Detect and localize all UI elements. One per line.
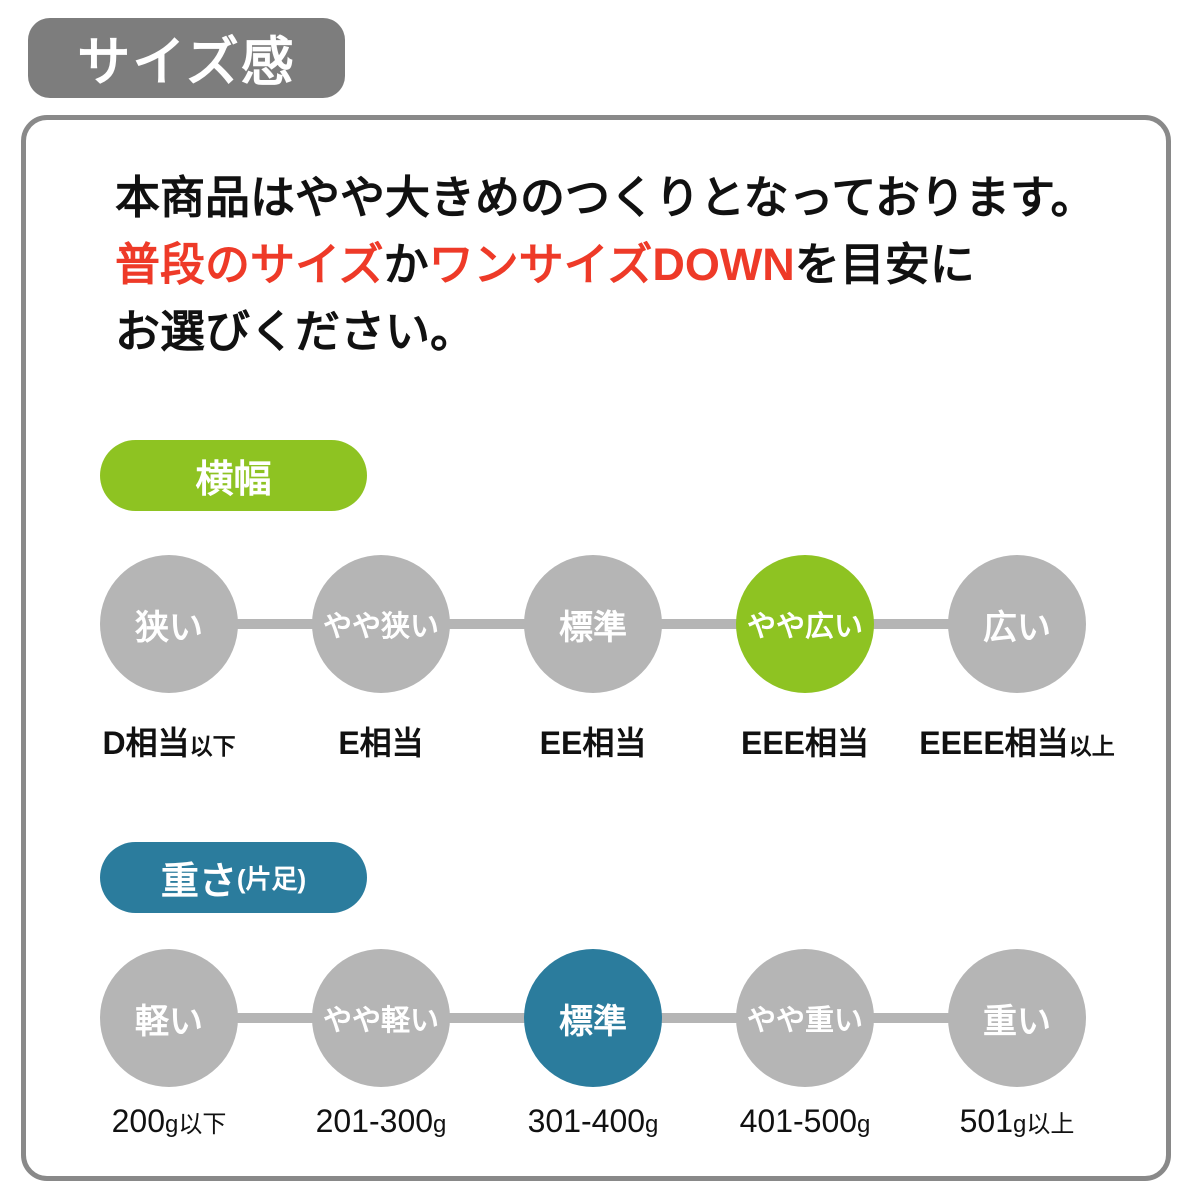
weight-scale-node-slightly-heavy: やや重い <box>736 949 874 1087</box>
size-guide-panel: 本商品はやや大きめのつくりとなっております。 普段のサイズかワンサイズDOWNを… <box>21 115 1171 1181</box>
width-value-label: EEEE相当以上 <box>919 725 1115 761</box>
weight-value-label: 200g以下 <box>111 1103 227 1139</box>
width-section-label: 横幅 <box>195 459 272 501</box>
width-value-label: D相当以下 <box>102 725 236 761</box>
intro-highlight-usual-size: 普段のサイズ <box>115 239 384 290</box>
width-scale-node-slightly-narrow: やや狭い <box>312 555 450 693</box>
weight-section-badge: 重さ (片足) <box>100 842 367 913</box>
weight-value-label: 501g以上 <box>959 1103 1075 1139</box>
weight-value-label: 201-300g <box>315 1103 447 1139</box>
page-title: サイズ感 <box>77 33 296 92</box>
weight-scale-node-light: 軽い <box>100 949 238 1087</box>
weight-value-label: 401-500g <box>739 1103 871 1139</box>
width-scale-node-narrow: 狭い <box>100 555 238 693</box>
width-scale-node-wide: 広い <box>948 555 1086 693</box>
intro-text: 本商品はやや大きめのつくりとなっております。 普段のサイズかワンサイズDOWNを… <box>115 164 1096 365</box>
weight-section-label: 重さ <box>160 861 237 903</box>
weight-value-label: 301-400g <box>527 1103 659 1139</box>
width-value-label: EEE相当 <box>740 725 870 761</box>
width-scale-node-standard: 標準 <box>524 555 662 693</box>
weight-scale-node-standard-active: 標準 <box>524 949 662 1087</box>
width-scale-node-slightly-wide-active: やや広い <box>736 555 874 693</box>
width-section-badge: 横幅 <box>100 440 367 511</box>
intro-line-1: 本商品はやや大きめのつくりとなっております。 <box>115 172 1096 223</box>
intro-highlight-one-size-down: ワンサイズDOWN <box>428 239 795 290</box>
weight-scale-node-heavy: 重い <box>948 949 1086 1087</box>
weight-section-sublabel: (片足) <box>236 864 307 894</box>
page-title-badge: サイズ感 <box>28 18 345 98</box>
width-value-label: E相当 <box>338 725 424 761</box>
width-value-label: EE相当 <box>539 725 647 761</box>
weight-scale-node-slightly-light: やや軽い <box>312 949 450 1087</box>
intro-line-3: お選びください。 <box>115 306 476 357</box>
intro-line-2: 普段のサイズかワンサイズDOWNを目安に <box>115 239 975 290</box>
